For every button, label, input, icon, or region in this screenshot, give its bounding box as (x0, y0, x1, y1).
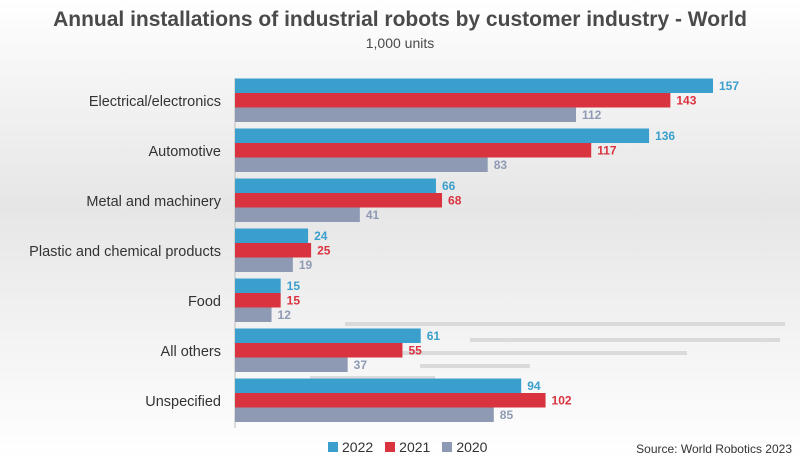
data-label-2022: 136 (655, 129, 675, 143)
data-label-2020: 37 (354, 358, 368, 372)
bar-2021 (235, 193, 443, 208)
bar-2021 (235, 293, 281, 308)
category-label: Unspecified (145, 394, 221, 410)
category-label: Automotive (148, 144, 221, 160)
data-label-2021: 68 (448, 194, 462, 208)
bar-2022 (235, 378, 522, 393)
legend-label-2020: 2020 (456, 439, 488, 455)
bar-2022 (235, 328, 421, 343)
data-label-2020: 41 (366, 208, 380, 222)
category-label: Food (188, 294, 221, 310)
plot-area: Electrical/electronics 157 143 112 Automotiv… (29, 78, 739, 422)
category-label: Electrical/electronics (89, 94, 221, 110)
decor-streak (345, 322, 785, 326)
data-label-2022: 61 (427, 329, 441, 343)
decor-streak (470, 338, 780, 342)
data-label-2020: 19 (299, 258, 313, 272)
data-label-2021: 117 (597, 144, 617, 158)
data-label-2020: 85 (500, 408, 514, 422)
data-label-2022: 94 (527, 379, 541, 393)
bar-2022 (235, 178, 436, 193)
bar-2022 (235, 278, 281, 293)
decor-streak (395, 351, 687, 355)
data-label-2021: 55 (408, 344, 422, 358)
decor-streak (310, 376, 435, 380)
legend-item-2021: 2021 (385, 439, 430, 455)
bar-2021 (235, 93, 671, 108)
legend-item-2020: 2020 (442, 439, 487, 455)
data-label-2022: 24 (314, 229, 328, 243)
chart-subtitle: 1,000 units (365, 35, 435, 51)
bar-2021 (235, 393, 546, 408)
bar-2022 (235, 228, 309, 243)
data-label-2022: 15 (287, 279, 301, 293)
bar-2020 (235, 357, 348, 372)
data-label-2020: 83 (494, 158, 508, 172)
decorative-streaks (310, 322, 785, 380)
decor-streak (420, 364, 530, 368)
data-label-2022: 157 (719, 79, 739, 93)
source-note: Source: World Robotics 2023 (636, 442, 792, 456)
category-label: All others (161, 344, 221, 360)
data-label-2021: 143 (676, 94, 696, 108)
legend-swatch-2020 (442, 442, 453, 452)
legend-item-2022: 2022 (328, 439, 373, 455)
data-label-2021: 15 (287, 294, 301, 308)
data-label-2022: 66 (442, 179, 456, 193)
bar-2021 (235, 343, 403, 358)
bar-2020 (235, 107, 576, 122)
legend-label-2021: 2021 (399, 439, 431, 455)
legend-swatch-2022 (328, 442, 338, 452)
bar-2021 (235, 143, 592, 158)
data-label-2021: 25 (317, 244, 331, 258)
bar-2021 (235, 243, 312, 258)
chart-title: Annual installations of industrial robot… (53, 8, 747, 31)
category-label: Plastic and chemical products (29, 244, 221, 260)
bar-2022 (235, 128, 650, 143)
legend-label-2022: 2022 (342, 439, 374, 455)
bar-2020 (235, 407, 494, 422)
legend-swatch-2021 (385, 442, 396, 452)
data-label-2020: 112 (582, 108, 602, 122)
bar-2020 (235, 157, 488, 172)
bar-2020 (235, 307, 272, 322)
data-label-2021: 102 (552, 394, 572, 408)
data-label-2020: 12 (278, 308, 292, 322)
bar-2020 (235, 257, 293, 272)
legend: 2022 2021 2020 (328, 439, 487, 455)
bar-2022 (235, 78, 713, 93)
bar-2020 (235, 207, 360, 222)
category-label: Metal and machinery (86, 194, 221, 210)
